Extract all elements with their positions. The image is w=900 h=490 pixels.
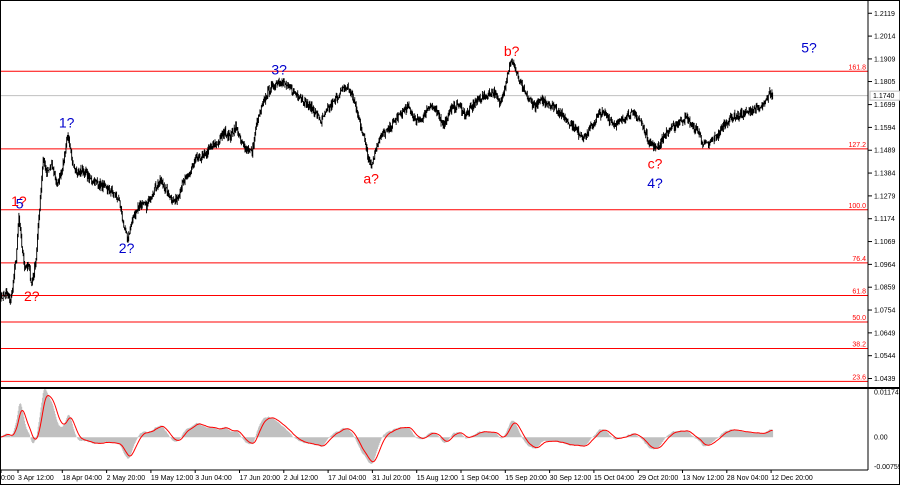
wave-label-8: c? — [648, 155, 663, 171]
wave-label-5: 3? — [271, 61, 287, 77]
current-price-marker — [869, 90, 900, 101]
time-label-7: 2 Jul 12:00 — [284, 475, 318, 482]
price-tick-label-2: 1.1909 — [874, 56, 896, 63]
price-tick-label-9: 1.1174 — [874, 216, 895, 223]
time-label-15: 29 Oct 20:00 — [638, 475, 678, 482]
oscillator-tick-label-1: 0.00 — [874, 435, 888, 442]
time-label-14: 15 Oct 04:00 — [594, 475, 634, 482]
wave-label-7: b? — [504, 43, 520, 59]
oscillator-tick-label-0: 0.01174 — [874, 389, 899, 396]
fib-label-0: 161.8 — [848, 64, 866, 71]
price-tick-label-14: 1.0649 — [874, 330, 896, 337]
fib-label-3: 76.4 — [852, 256, 866, 263]
wave-label-10: 5? — [801, 40, 817, 56]
time-label-18: 12 Dec 20:00 — [771, 475, 813, 482]
time-label-8: 17 Jul 04:00 — [328, 475, 366, 482]
price-tick-label-10: 1.1069 — [874, 239, 896, 246]
time-label-6: 17 Jun 20:00 — [240, 475, 281, 482]
time-label-1: 3 Apr 12:00 — [18, 475, 54, 482]
price-tick-label-13: 1.0754 — [874, 308, 896, 315]
time-label-16: 13 Nov 12:00 — [683, 475, 725, 482]
time-label-5: 3 Jun 04:00 — [195, 475, 232, 482]
price-tick-label-1: 1.2014 — [874, 34, 896, 41]
price-tick-label-3: 1.1805 — [874, 79, 896, 86]
time-label-0: 0:00 — [1, 475, 15, 482]
wave-label-0: 1? — [11, 193, 27, 209]
time-label-10: 15 Aug 12:00 — [417, 475, 458, 482]
fib-label-6: 38.2 — [852, 342, 866, 349]
current-price-label: 1.1740 — [873, 93, 895, 100]
oscillator-tick-label-2: -0.00759 — [874, 464, 900, 471]
price-tick-label-16: 1.0439 — [874, 376, 896, 383]
price-tick-label-15: 1.0544 — [874, 353, 896, 360]
price-tick-label-4: 1.1699 — [874, 102, 896, 109]
price-tick-label-12: 1.0859 — [874, 285, 896, 292]
wave-labels: 1?52?1?2?3?a?b?c?4?5? — [11, 40, 817, 304]
time-label-9: 31 Jul 20:00 — [372, 475, 410, 482]
oscillator-panel — [0, 388, 774, 464]
fib-label-1: 127.2 — [848, 142, 866, 149]
fib-label-7: 23.6 — [852, 374, 866, 381]
time-label-3: 2 May 20:00 — [107, 475, 146, 482]
fib-label-2: 100.0 — [848, 203, 866, 210]
wave-label-9: 4? — [647, 175, 663, 191]
oscillator-signal-line — [0, 394, 773, 463]
wave-label-2: 2? — [24, 288, 40, 304]
fib-label-4: 61.8 — [852, 288, 866, 295]
time-label-17: 28 Nov 04:00 — [727, 475, 769, 482]
time-label-12: 15 Sep 20:00 — [505, 475, 547, 482]
wave-label-1: 5 — [16, 196, 24, 212]
wave-label-6: a? — [363, 171, 379, 187]
time-label-4: 19 May 12:00 — [151, 475, 194, 482]
price-tick-label-5: 1.1594 — [874, 125, 896, 132]
fibonacci-levels: 161.8 127.2 100.0 76.4 61.8 50.0 38.2 23.6 — [0, 64, 868, 382]
time-label-2: 18 Apr 04:00 — [62, 475, 102, 482]
price-tick-label-0: 1.2119 — [874, 11, 895, 18]
time-label-13: 30 Sep 12:00 — [550, 475, 592, 482]
wave-label-3: 1? — [59, 115, 75, 131]
time-label-11: 1 Sep 04:00 — [461, 475, 499, 482]
price-tick-label-7: 1.1384 — [874, 171, 896, 178]
price-tick-label-8: 1.1279 — [874, 193, 896, 200]
price-tick-label-6: 1.1489 — [874, 148, 896, 155]
wave-label-4: 2? — [119, 240, 135, 256]
price-tick-label-11: 1.0964 — [874, 262, 896, 269]
fib-label-5: 50.0 — [852, 315, 866, 322]
